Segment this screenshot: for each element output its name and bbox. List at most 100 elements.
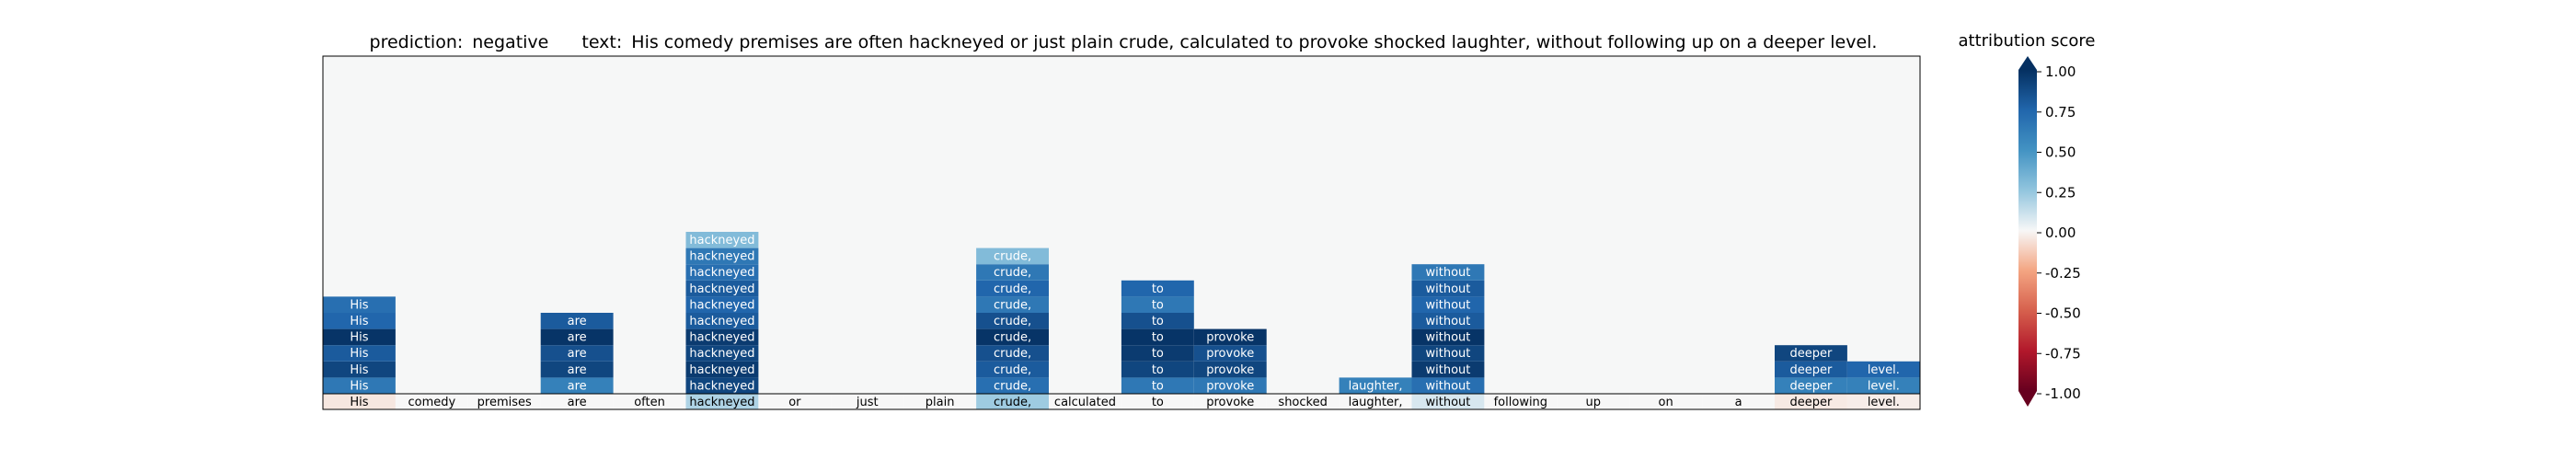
heatmap-cell <box>323 361 396 378</box>
chart-title: prediction: negative text: His comedy premi… <box>370 32 1878 52</box>
heatmap-cell <box>976 296 1049 313</box>
heatmap-cell <box>1193 377 1267 394</box>
heatmap-cell <box>685 328 759 346</box>
baseline-token-label: a <box>1735 396 1742 409</box>
colorbar-bottom-arrow <box>2018 391 2037 407</box>
heatmap-cell <box>1775 377 1847 394</box>
heatmap-cell <box>1775 345 1847 362</box>
heatmap-cell <box>323 345 396 362</box>
colorbar-tick-label: -0.50 <box>2045 305 2081 322</box>
heatmap-cell-label: without <box>1426 266 1471 280</box>
heatmap-cell-label: are <box>568 379 587 393</box>
heatmap-cell <box>1846 361 1920 378</box>
colorbar-title: attribution score <box>1959 31 2096 51</box>
heatmap-cell-label: to <box>1152 315 1164 328</box>
heatmap-cell-label: crude, <box>994 298 1031 312</box>
heatmap-cell <box>323 377 396 394</box>
heatmap-cell <box>1121 296 1194 313</box>
baseline-token-label: deeper <box>1790 396 1833 409</box>
heatmap-cell-label: are <box>568 331 587 345</box>
heatmap-cells: His His His His His His are are are are are hackney… <box>323 232 1920 394</box>
heatmap-cell <box>540 313 614 329</box>
heatmap-cell-label: crude, <box>994 250 1031 264</box>
baseline-token-label: shocked <box>1278 396 1327 409</box>
token-baseline-row: His comedy premises are often hackneyed or just… <box>323 394 1920 409</box>
heatmap-cell-label: are <box>568 363 587 377</box>
heatmap-cell <box>685 264 759 281</box>
baseline-cell <box>1121 394 1194 409</box>
heatmap-cell-label: His <box>350 347 368 361</box>
heatmap-cell <box>685 247 759 265</box>
colorbar-gradient <box>2018 70 2037 391</box>
prediction-value: negative <box>472 32 548 52</box>
heatmap-cell <box>976 328 1049 346</box>
heatmap-cell <box>1121 377 1194 394</box>
heatmap-cell-label: His <box>350 363 368 377</box>
heatmap-cell-label: provoke <box>1206 379 1254 393</box>
heatmap-cell <box>1846 377 1920 394</box>
heatmap-cell-label: level. <box>1868 379 1900 393</box>
heatmap-cell <box>976 361 1049 378</box>
baseline-cell <box>323 394 396 409</box>
baseline-cell <box>758 394 832 409</box>
heatmap-cell <box>1193 345 1267 362</box>
heatmap-cell-label: hackneyed <box>689 347 754 361</box>
heatmap-cell-label: to <box>1152 282 1164 296</box>
heatmap-cell <box>1121 328 1194 346</box>
heatmap-cell <box>323 313 396 329</box>
baseline-cell <box>903 394 977 409</box>
heatmap-cell-label: without <box>1426 282 1471 296</box>
baseline-token-label: plain <box>926 396 955 409</box>
baseline-cell <box>1629 394 1703 409</box>
heatmap-cell <box>685 232 759 248</box>
heatmap-cell-label: provoke <box>1206 331 1254 345</box>
heatmap-cell-label: to <box>1152 379 1164 393</box>
heatmap-cell-label: deeper <box>1790 363 1833 377</box>
heatmap-cell-label: crude, <box>994 363 1031 377</box>
heatmap-cell <box>1411 361 1485 378</box>
heatmap-cell <box>540 361 614 378</box>
baseline-cell <box>1193 394 1267 409</box>
heatmap-cell <box>1193 361 1267 378</box>
heatmap-cell <box>976 377 1049 394</box>
baseline-cell <box>1775 394 1847 409</box>
baseline-token-label: on <box>1659 396 1673 409</box>
baseline-cell <box>1846 394 1920 409</box>
heatmap-cell-label: hackneyed <box>689 234 754 247</box>
heatmap-cell-label: without <box>1426 331 1471 345</box>
baseline-cell <box>1266 394 1340 409</box>
heatmap-cell-label: hackneyed <box>689 250 754 264</box>
heatmap-cell-label: to <box>1152 363 1164 377</box>
heatmap-cell <box>1121 280 1194 297</box>
baseline-cell <box>1339 394 1412 409</box>
colorbar-tick-label: -0.75 <box>2045 345 2081 362</box>
heatmap-cell-label: to <box>1152 347 1164 361</box>
baseline-cell <box>395 394 468 409</box>
heatmap-cell-label: hackneyed <box>689 331 754 345</box>
heatmap-cell-label: provoke <box>1206 363 1254 377</box>
heatmap-cell <box>976 345 1049 362</box>
heatmap-cell <box>1411 328 1485 346</box>
colorbar-tick-label: 0.00 <box>2045 224 2076 241</box>
baseline-token-label: or <box>788 396 801 409</box>
heatmap-cell-label: laughter, <box>1349 379 1403 393</box>
baseline-token-label: provoke <box>1206 396 1254 409</box>
heatmap-cell-label: hackneyed <box>689 282 754 296</box>
baseline-cell <box>540 394 614 409</box>
heatmap-cell-label: crude, <box>994 315 1031 328</box>
heatmap-cell <box>685 313 759 329</box>
heatmap-cell <box>540 328 614 346</box>
colorbar-tick-label: -1.00 <box>2045 385 2081 402</box>
heatmap-cell <box>1193 328 1267 346</box>
text-value: His comedy premises are often hackneyed … <box>631 32 1877 52</box>
colorbar-tick-label: 0.25 <box>2045 184 2076 201</box>
baseline-token-label: His <box>350 396 368 409</box>
heatmap-cell-label: His <box>350 298 368 312</box>
heatmap-cell-label: without <box>1426 298 1471 312</box>
baseline-cell <box>1702 394 1775 409</box>
baseline-token-label: crude, <box>994 396 1031 409</box>
heatmap-cell <box>1411 377 1485 394</box>
heatmap-cell <box>540 377 614 394</box>
baseline-token-label: are <box>568 396 587 409</box>
